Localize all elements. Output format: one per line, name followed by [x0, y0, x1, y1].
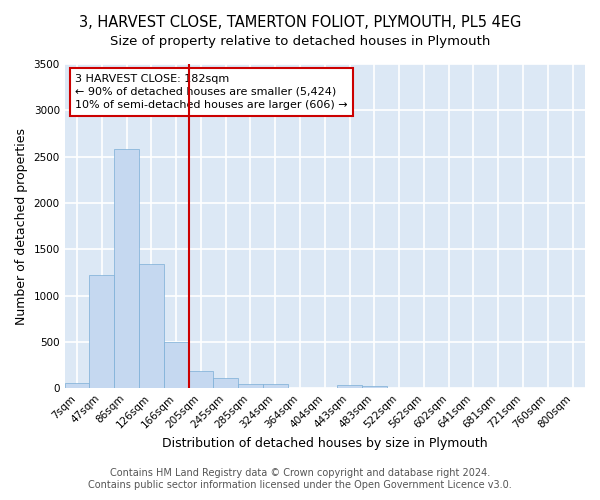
Bar [89, 275, 114, 388]
Text: Size of property relative to detached houses in Plymouth: Size of property relative to detached ho… [110, 35, 490, 48]
Bar [263, 384, 287, 388]
X-axis label: Distribution of detached houses by size in Plymouth: Distribution of detached houses by size … [162, 437, 488, 450]
Bar [188, 370, 214, 388]
Bar [214, 378, 238, 388]
Bar [164, 342, 188, 388]
Text: 3, HARVEST CLOSE, TAMERTON FOLIOT, PLYMOUTH, PL5 4EG: 3, HARVEST CLOSE, TAMERTON FOLIOT, PLYMO… [79, 15, 521, 30]
Y-axis label: Number of detached properties: Number of detached properties [15, 128, 28, 324]
Bar [362, 386, 387, 388]
Bar [65, 383, 89, 388]
Bar [238, 384, 263, 388]
Text: Contains HM Land Registry data © Crown copyright and database right 2024.
Contai: Contains HM Land Registry data © Crown c… [88, 468, 512, 490]
Bar [114, 150, 139, 388]
Bar [139, 264, 164, 388]
Bar [337, 384, 362, 388]
Text: 3 HARVEST CLOSE: 182sqm
← 90% of detached houses are smaller (5,424)
10% of semi: 3 HARVEST CLOSE: 182sqm ← 90% of detache… [75, 74, 347, 110]
